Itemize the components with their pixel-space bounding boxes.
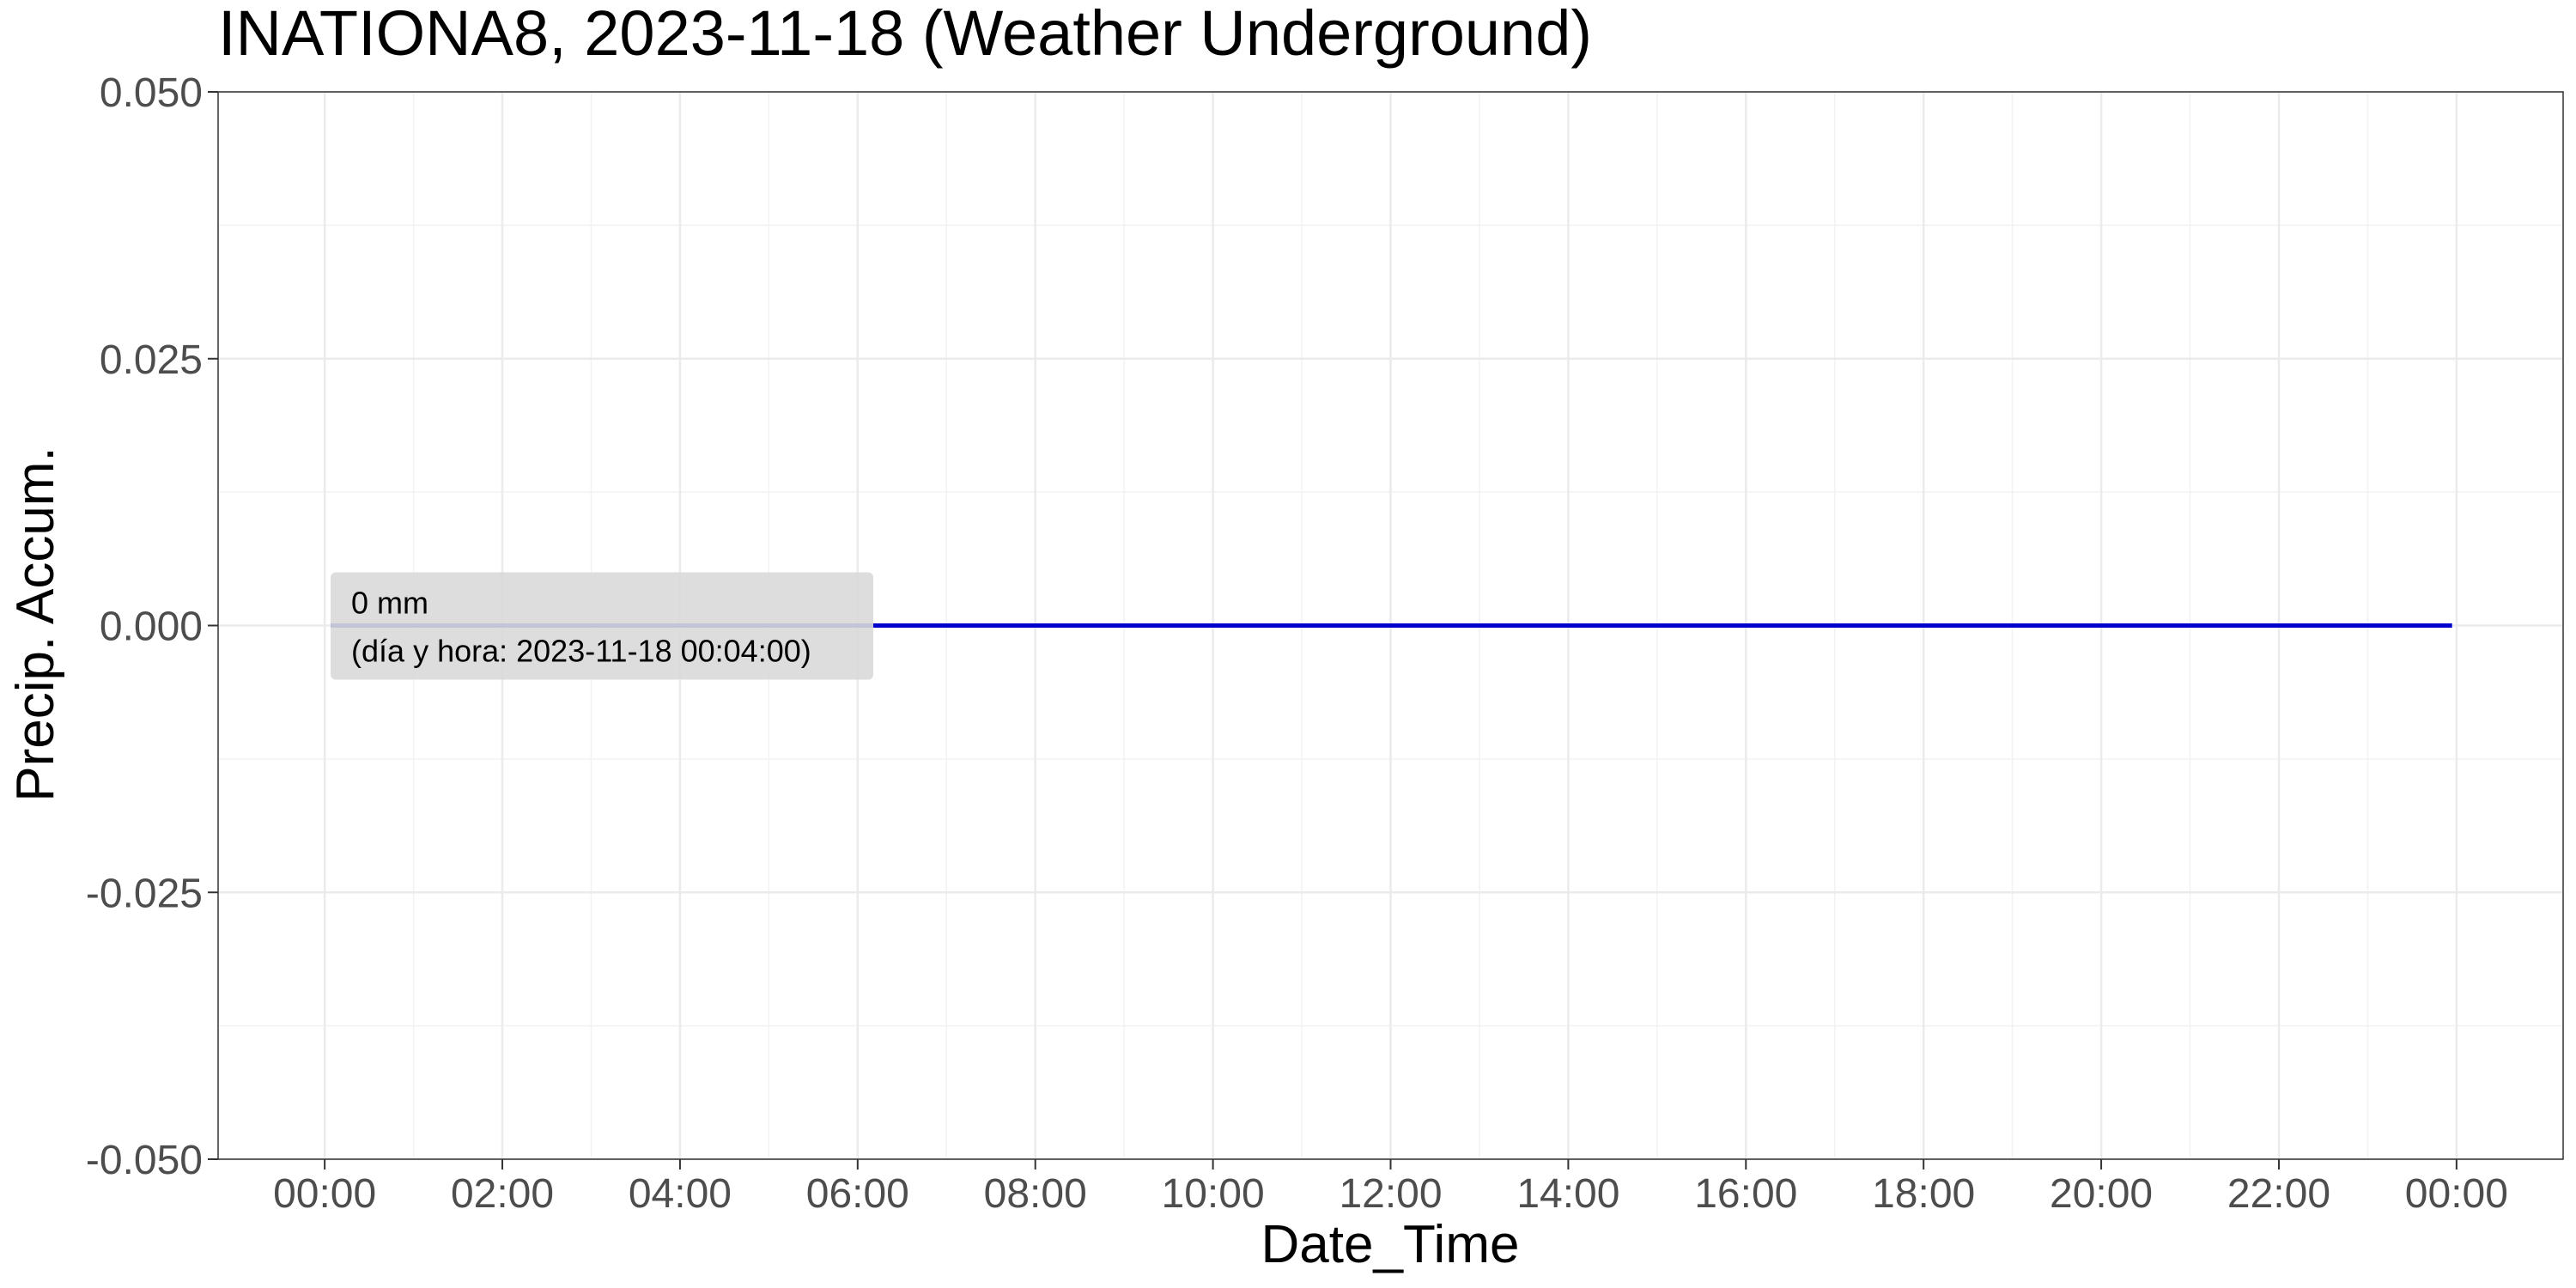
- annotation-datetime: (día y hora: 2023-11-18 00:04:00): [351, 634, 811, 669]
- y-tick-label: 0.050: [100, 70, 203, 116]
- x-tick-label: 22:00: [2227, 1171, 2330, 1217]
- y-tick-label: -0.025: [86, 871, 203, 916]
- y-tick-label: 0.025: [100, 337, 203, 383]
- x-tick-label: 14:00: [1516, 1171, 1619, 1217]
- x-tick-label: 08:00: [984, 1171, 1087, 1217]
- x-tick-label: 06:00: [806, 1171, 909, 1217]
- x-tick-label: 00:00: [273, 1171, 376, 1217]
- x-axis-title: Date_Time: [1261, 1215, 1520, 1274]
- annotation-layer: 0 mm (día y hora: 2023-11-18 00:04:00): [331, 572, 874, 680]
- y-axis-ticks: 0.050 0.025 0.000 -0.025 -0.050: [86, 70, 218, 1183]
- annotation-box: [331, 572, 874, 680]
- x-tick-label: 04:00: [629, 1171, 732, 1217]
- y-axis-title: Precip. Accum.: [6, 447, 65, 801]
- x-tick-label: 12:00: [1339, 1171, 1442, 1217]
- y-tick-label: 0.000: [100, 605, 203, 650]
- y-tick-label: -0.050: [86, 1138, 203, 1183]
- x-tick-label: 16:00: [1694, 1171, 1797, 1217]
- x-axis-ticks: 00:00 02:00 04:00 06:00 08:00 10:00 12:00 14:00…: [273, 1159, 2508, 1217]
- chart-title: INATIONA8, 2023-11-18 (Weather Undergrou…: [218, 0, 1592, 69]
- x-tick-label: 02:00: [451, 1171, 554, 1217]
- x-tick-label: 10:00: [1162, 1171, 1265, 1217]
- x-tick-label: 00:00: [2405, 1171, 2508, 1217]
- annotation-value: 0 mm: [351, 586, 428, 621]
- x-tick-label: 20:00: [2050, 1171, 2153, 1217]
- x-tick-label: 18:00: [1872, 1171, 1975, 1217]
